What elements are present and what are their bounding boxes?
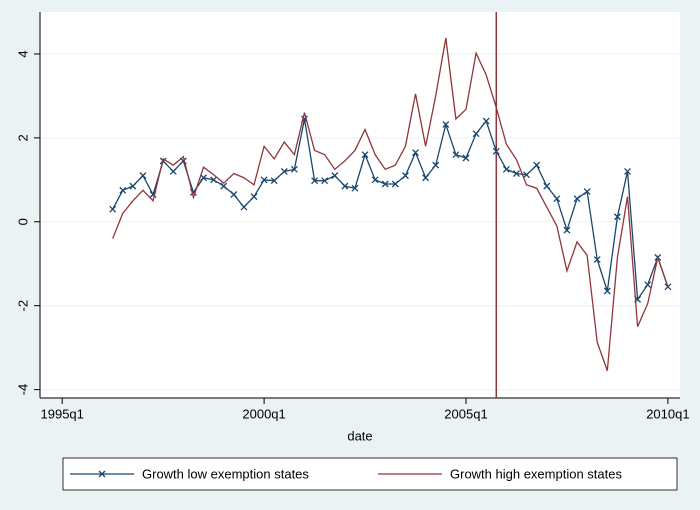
y-tick-label: 4 — [15, 50, 30, 57]
legend — [62, 457, 678, 491]
x-tick-label: 2010q1 — [646, 406, 689, 421]
data-point — [452, 151, 460, 159]
data-point — [371, 176, 379, 184]
data-point — [230, 191, 238, 198]
y-tick-label: -4 — [15, 384, 30, 396]
data-point — [502, 165, 510, 173]
data-point — [290, 165, 298, 173]
data-point — [412, 149, 419, 157]
data-point — [381, 180, 389, 188]
data-point — [200, 174, 207, 182]
data-point — [331, 172, 339, 180]
y-tick-label: 2 — [15, 134, 30, 141]
data-point — [361, 151, 369, 159]
plot-area — [40, 12, 680, 398]
data-point — [462, 154, 470, 162]
series-line — [112, 37, 669, 371]
legend-label: Growth low exemption states — [142, 466, 309, 481]
data-point — [644, 281, 652, 289]
data-point — [139, 172, 147, 180]
x-tick-label: 2000q1 — [242, 406, 285, 421]
data-point — [260, 176, 268, 184]
data-point — [573, 195, 581, 203]
data-point — [169, 167, 177, 175]
data-point — [311, 177, 319, 185]
x-axis-label: date — [347, 428, 372, 443]
data-point — [119, 186, 127, 194]
data-point — [351, 184, 359, 192]
data-point — [603, 287, 611, 295]
data-point — [472, 130, 480, 138]
legend-label: Growth high exemption states — [450, 466, 622, 481]
data-point — [250, 193, 258, 201]
data-point — [270, 177, 278, 185]
data-point — [321, 177, 329, 185]
y-tick-label: 0 — [15, 218, 30, 225]
data-point — [593, 256, 601, 264]
series-line — [112, 118, 669, 302]
data-point — [613, 213, 621, 221]
data-point — [422, 174, 430, 182]
data-point — [210, 176, 218, 184]
x-tick-label: 2005q1 — [444, 406, 487, 421]
data-point — [513, 170, 520, 177]
data-point — [543, 182, 551, 190]
x-tick-label: 1995q1 — [41, 406, 84, 421]
data-point — [492, 147, 500, 155]
data-point — [432, 161, 440, 169]
data-point — [553, 195, 561, 203]
data-point — [533, 161, 541, 169]
data-point — [523, 171, 531, 179]
data-point — [401, 172, 409, 180]
data-point — [341, 182, 349, 190]
data-point — [563, 226, 571, 234]
data-point — [391, 180, 399, 188]
data-point — [583, 188, 591, 196]
y-tick-label: -2 — [15, 300, 30, 312]
data-point — [220, 182, 228, 190]
data-point — [240, 203, 248, 211]
data-point — [482, 117, 490, 125]
data-point — [129, 182, 137, 190]
data-point — [109, 205, 117, 213]
data-point — [280, 167, 288, 175]
data-point — [442, 120, 450, 128]
legend-marker — [98, 470, 106, 478]
data-point — [624, 167, 631, 175]
